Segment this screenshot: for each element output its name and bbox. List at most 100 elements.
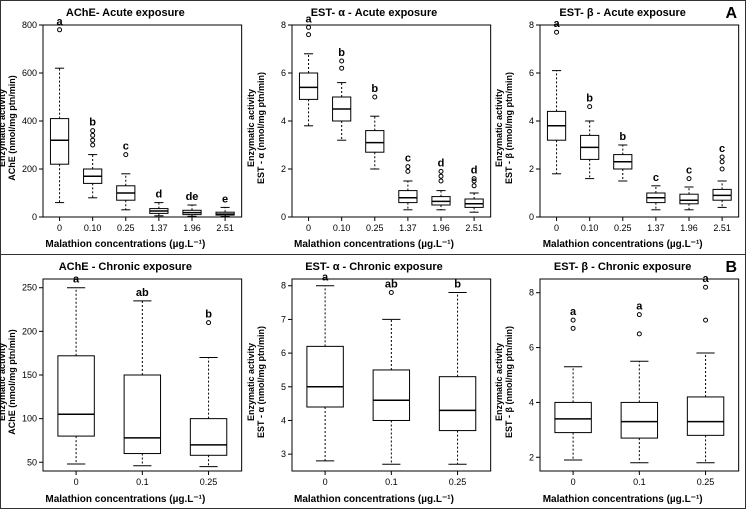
svg-text:0.25: 0.25 bbox=[200, 477, 218, 487]
y-axis-label: Enzymatic activity AChE (nmol/mg ptn/min… bbox=[0, 28, 17, 228]
x-axis-label: Malathion concentrations (µg.L⁻¹) bbox=[250, 239, 499, 250]
svg-text:0.1: 0.1 bbox=[633, 477, 646, 487]
svg-text:0: 0 bbox=[529, 212, 534, 222]
boxplot-svg: 2 4 6 8 0 a 0.1 a 0.25 a bbox=[498, 255, 746, 509]
panel-A-0: AChE- Acute exposure Enzymatic activity A… bbox=[1, 1, 250, 254]
svg-text:e: e bbox=[222, 193, 228, 205]
svg-text:0: 0 bbox=[281, 212, 286, 222]
svg-text:6: 6 bbox=[529, 68, 534, 78]
svg-text:0: 0 bbox=[322, 477, 327, 487]
svg-text:0.10: 0.10 bbox=[84, 223, 102, 233]
x-axis-label: Malathion concentrations (µg.L⁻¹) bbox=[498, 239, 746, 250]
x-axis-label: Malathion concentrations (µg.L⁻¹) bbox=[250, 494, 499, 505]
svg-text:8: 8 bbox=[529, 288, 534, 298]
panel-A-1: EST- α - Acute exposureEnzymatic activit… bbox=[250, 1, 499, 254]
svg-text:a: a bbox=[570, 306, 577, 318]
svg-text:c: c bbox=[123, 141, 129, 153]
svg-text:b: b bbox=[620, 131, 627, 143]
svg-text:de: de bbox=[186, 191, 199, 203]
svg-text:800: 800 bbox=[22, 20, 37, 30]
svg-text:0: 0 bbox=[554, 223, 559, 233]
svg-text:a: a bbox=[703, 273, 710, 285]
svg-text:0: 0 bbox=[74, 477, 79, 487]
svg-text:0: 0 bbox=[571, 477, 576, 487]
svg-text:b: b bbox=[89, 117, 96, 129]
panel-B-1: EST- α - Chronic exposureEnzymatic activ… bbox=[250, 255, 499, 509]
panel-B-2: EST- β - Chronic exposureEnzymatic activ… bbox=[498, 255, 746, 509]
svg-text:8: 8 bbox=[281, 281, 286, 291]
svg-text:8: 8 bbox=[529, 20, 534, 30]
svg-text:2.51: 2.51 bbox=[714, 223, 732, 233]
svg-text:b: b bbox=[338, 47, 345, 59]
svg-text:250: 250 bbox=[22, 283, 37, 293]
svg-text:b: b bbox=[205, 309, 212, 321]
svg-text:7: 7 bbox=[281, 314, 286, 324]
svg-text:2: 2 bbox=[281, 164, 286, 174]
panel-title: EST- β - Chronic exposure bbox=[498, 261, 746, 273]
svg-text:100: 100 bbox=[22, 414, 37, 424]
svg-text:4: 4 bbox=[281, 116, 286, 126]
svg-text:b: b bbox=[371, 83, 378, 95]
svg-text:0.25: 0.25 bbox=[117, 223, 135, 233]
svg-text:0.25: 0.25 bbox=[366, 223, 384, 233]
boxplot-svg: 02004006008000a0.10b0.25c1.37d1.96de2.51… bbox=[1, 1, 250, 255]
boxplot-svg: 501001502002500a0.1ab0.25b bbox=[1, 255, 250, 509]
svg-text:200: 200 bbox=[22, 164, 37, 174]
svg-text:8: 8 bbox=[281, 20, 286, 30]
svg-text:6: 6 bbox=[281, 68, 286, 78]
y-axis-label: Enzymatic activity EST - β (nmol/mg ptn/… bbox=[494, 282, 514, 482]
svg-text:a: a bbox=[554, 18, 561, 30]
svg-text:0.10: 0.10 bbox=[581, 223, 599, 233]
y-axis-label: Enzymatic activity AChE (nmol/mg ptn/min… bbox=[0, 282, 17, 482]
svg-text:150: 150 bbox=[22, 370, 37, 380]
svg-text:4: 4 bbox=[529, 397, 534, 407]
row-acute: A AChE- Acute exposureEnzymatic activity… bbox=[1, 1, 745, 255]
svg-text:0.1: 0.1 bbox=[385, 477, 398, 487]
panel-A-2: EST- β - Acute exposureEnzymatic activit… bbox=[498, 1, 746, 254]
svg-text:b: b bbox=[587, 93, 594, 105]
svg-text:600: 600 bbox=[22, 68, 37, 78]
svg-text:0.25: 0.25 bbox=[614, 223, 632, 233]
svg-text:0: 0 bbox=[32, 212, 37, 222]
svg-text:0.25: 0.25 bbox=[697, 477, 715, 487]
svg-text:a: a bbox=[637, 301, 644, 313]
panel-title: EST- α - Chronic exposure bbox=[250, 261, 499, 273]
svg-text:c: c bbox=[686, 165, 692, 177]
svg-text:a: a bbox=[322, 272, 329, 284]
svg-text:1.37: 1.37 bbox=[647, 223, 665, 233]
svg-text:d: d bbox=[470, 165, 477, 177]
svg-text:1.37: 1.37 bbox=[150, 223, 168, 233]
svg-text:a: a bbox=[73, 274, 80, 286]
svg-text:4: 4 bbox=[281, 415, 286, 425]
svg-text:0.10: 0.10 bbox=[333, 223, 351, 233]
boxplot-svg: 024680a0.10b0.25b1.37c1.96d2.51d bbox=[250, 1, 499, 255]
svg-text:4: 4 bbox=[529, 116, 534, 126]
y-axis-label: Enzymatic activity EST - β (nmol/mg ptn/… bbox=[494, 28, 514, 228]
svg-text:0: 0 bbox=[57, 223, 62, 233]
svg-text:5: 5 bbox=[281, 382, 286, 392]
x-axis-label: Malathion concentrations (µg.L⁻¹) bbox=[1, 494, 250, 505]
svg-text:c: c bbox=[653, 172, 659, 184]
svg-text:c: c bbox=[719, 143, 725, 155]
panel-title: EST- β - Acute exposure bbox=[498, 7, 746, 19]
svg-text:0.1: 0.1 bbox=[136, 477, 149, 487]
svg-text:1.96: 1.96 bbox=[681, 223, 699, 233]
y-axis-label: Enzymatic activity EST - α (nmol/mg ptn/… bbox=[246, 28, 266, 228]
svg-text:0.25: 0.25 bbox=[448, 477, 466, 487]
boxplot-svg: 3456780a0.1ab0.25b bbox=[250, 255, 499, 509]
svg-text:400: 400 bbox=[22, 116, 37, 126]
svg-text:0: 0 bbox=[306, 223, 311, 233]
svg-text:1.37: 1.37 bbox=[399, 223, 417, 233]
svg-text:2.51: 2.51 bbox=[216, 223, 234, 233]
svg-text:6: 6 bbox=[529, 343, 534, 353]
panel-title: AChE- Acute exposure bbox=[1, 7, 250, 19]
panel-title: AChE - Chronic exposure bbox=[1, 261, 250, 273]
svg-text:ab: ab bbox=[385, 278, 398, 290]
svg-text:2: 2 bbox=[529, 452, 534, 462]
svg-text:d: d bbox=[437, 157, 444, 169]
svg-text:b: b bbox=[454, 278, 461, 290]
svg-text:1.96: 1.96 bbox=[183, 223, 201, 233]
svg-text:c: c bbox=[404, 153, 410, 165]
svg-text:1.96: 1.96 bbox=[432, 223, 450, 233]
svg-text:ab: ab bbox=[136, 287, 149, 299]
